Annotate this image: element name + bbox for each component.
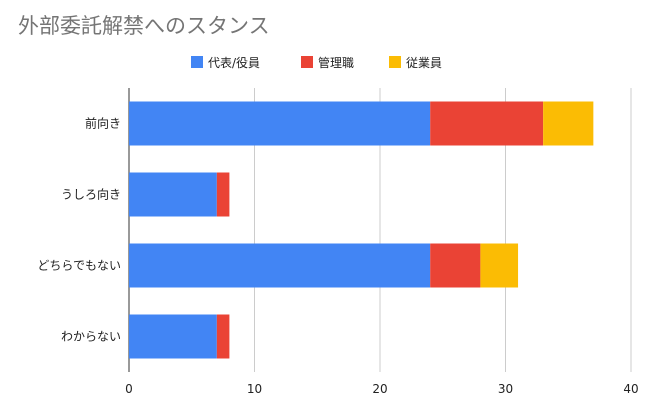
bar-segment [430,101,544,146]
legend-label: 代表/役員 [208,55,260,70]
bar-segment [543,101,594,146]
bar-segment [129,101,431,146]
category-label: 前向き [85,116,121,131]
x-tick-label: 0 [125,382,133,396]
bar-segment [216,314,230,359]
x-tick-label: 10 [247,382,262,396]
x-tick-label: 40 [623,382,638,396]
x-tick-label: 20 [372,382,387,396]
category-label: わからない [61,330,121,344]
legend-swatch [191,56,203,68]
legend-swatch [389,56,401,68]
legend-label: 従業員 [406,56,442,70]
bar-segment [129,243,431,288]
legend-swatch [301,56,313,68]
bar-segment [480,243,519,288]
bar-segment [216,172,230,217]
category-label: どちらでもない [37,259,121,273]
bar-segment [430,243,481,288]
chart-title: 外部委託解禁へのスタンス [18,14,270,38]
x-tick-label: 30 [498,382,513,396]
legend-label: 管理職 [318,55,354,70]
bar-segment [129,172,217,217]
category-label: うしろ向き [61,187,121,202]
bar-segment [129,314,217,359]
